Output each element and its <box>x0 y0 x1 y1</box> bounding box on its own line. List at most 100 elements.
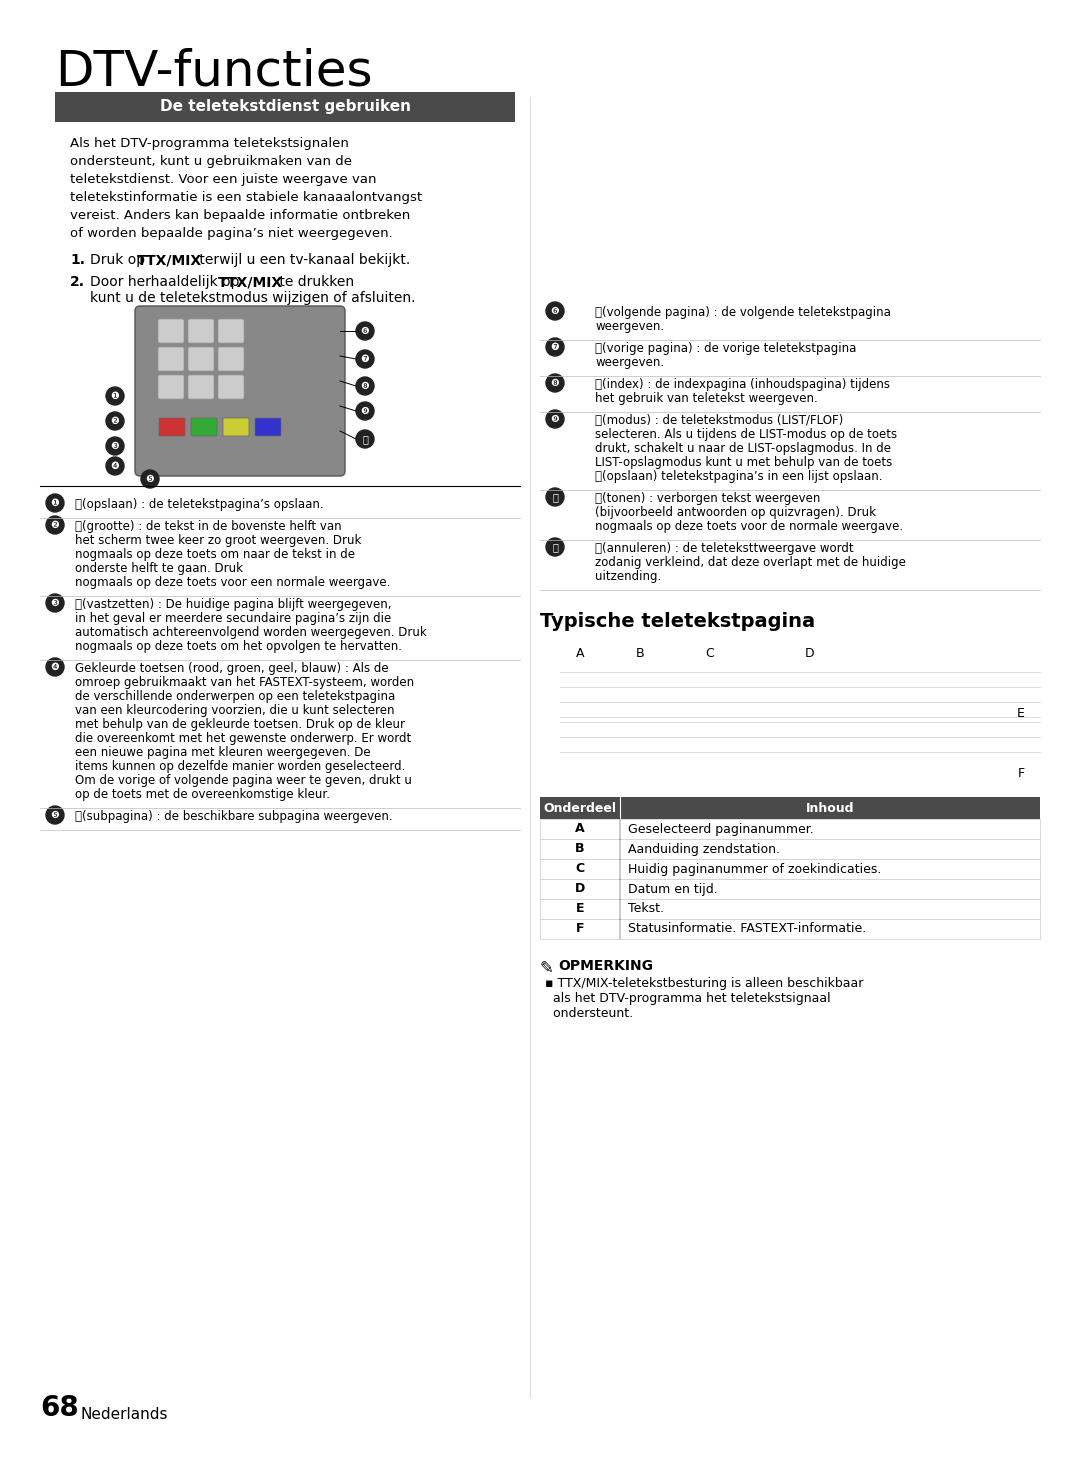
Circle shape <box>46 594 64 611</box>
Text: ❻: ❻ <box>361 326 369 335</box>
Text: ondersteunt.: ondersteunt. <box>545 1007 633 1021</box>
Text: weergeven.: weergeven. <box>595 321 664 332</box>
Text: De teletekstdienst gebruiken: De teletekstdienst gebruiken <box>160 99 410 115</box>
Text: ⓤ(grootte) : de tekst in de bovenste helft van: ⓤ(grootte) : de tekst in de bovenste hel… <box>75 520 341 533</box>
Circle shape <box>106 437 124 455</box>
Text: uitzending.: uitzending. <box>595 570 661 583</box>
Circle shape <box>106 387 124 405</box>
Text: ⶰ: ⶰ <box>552 492 558 502</box>
Text: nogmaals op deze toets om het opvolgen te hervatten.: nogmaals op deze toets om het opvolgen t… <box>75 640 402 653</box>
FancyBboxPatch shape <box>158 375 184 399</box>
Text: ❻: ❻ <box>551 306 559 316</box>
Circle shape <box>546 301 564 321</box>
Text: ❷: ❷ <box>110 417 120 425</box>
Text: ⶱ: ⶱ <box>552 542 558 552</box>
FancyBboxPatch shape <box>188 375 214 399</box>
Text: te drukken: te drukken <box>275 275 354 289</box>
Text: die overeenkomt met het gewenste onderwerp. Er wordt: die overeenkomt met het gewenste onderwe… <box>75 733 411 744</box>
Text: B: B <box>636 647 645 660</box>
Circle shape <box>356 430 374 448</box>
Circle shape <box>546 487 564 507</box>
Text: C: C <box>576 863 584 876</box>
Text: ❺: ❺ <box>51 809 59 820</box>
Circle shape <box>46 657 64 676</box>
FancyBboxPatch shape <box>158 319 184 343</box>
Text: ❸: ❸ <box>110 442 120 450</box>
Text: C: C <box>705 647 714 660</box>
Text: Tekst.: Tekst. <box>627 902 664 916</box>
FancyBboxPatch shape <box>540 879 1040 899</box>
Text: 68: 68 <box>40 1394 79 1422</box>
Text: ❼: ❼ <box>551 343 559 352</box>
Text: teletekstinformatie is een stabiele kanaaalontvangst: teletekstinformatie is een stabiele kana… <box>70 191 422 204</box>
FancyBboxPatch shape <box>55 92 515 123</box>
Text: TTX/MIX: TTX/MIX <box>218 275 283 289</box>
FancyBboxPatch shape <box>188 347 214 371</box>
Text: LIST-opslagmodus kunt u met behulp van de toets: LIST-opslagmodus kunt u met behulp van d… <box>595 456 892 470</box>
Text: ⓔ(opslaan) teletekstpagina’s in een lijst opslaan.: ⓔ(opslaan) teletekstpagina’s in een lijs… <box>595 470 882 483</box>
Text: F: F <box>1017 767 1025 780</box>
Text: ❹: ❹ <box>51 662 59 672</box>
Text: omroep gebruikmaakt van het FASTEXT-systeem, worden: omroep gebruikmaakt van het FASTEXT-syst… <box>75 676 414 688</box>
Circle shape <box>546 374 564 391</box>
Text: het gebruik van teletekst weergeven.: het gebruik van teletekst weergeven. <box>595 391 818 405</box>
Text: Druk op: Druk op <box>90 253 149 267</box>
Text: vereist. Anders kan bepaalde informatie ontbreken: vereist. Anders kan bepaalde informatie … <box>70 210 410 222</box>
Text: ⓤ(annuleren) : de teleteksttweergave wordt: ⓤ(annuleren) : de teleteksttweergave wor… <box>595 542 853 555</box>
Circle shape <box>46 493 64 513</box>
Text: weergeven.: weergeven. <box>595 356 664 369</box>
Text: E: E <box>576 902 584 916</box>
Text: ⓤ(index) : de indexpagina (inhoudspagina) tijdens: ⓤ(index) : de indexpagina (inhoudspagina… <box>595 378 890 391</box>
Text: selecteren. Als u tijdens de LIST-modus op de toets: selecteren. Als u tijdens de LIST-modus … <box>595 428 897 442</box>
Text: ⓤ(subpagina) : de beschikbare subpagina weergeven.: ⓤ(subpagina) : de beschikbare subpagina … <box>75 809 393 823</box>
Text: ⓤ(tonen) : verborgen tekst weergeven: ⓤ(tonen) : verborgen tekst weergeven <box>595 492 821 505</box>
Text: DTV-functies: DTV-functies <box>55 47 373 95</box>
FancyBboxPatch shape <box>158 347 184 371</box>
Text: 2.: 2. <box>70 275 85 289</box>
Text: Typische teletekstpagina: Typische teletekstpagina <box>540 611 815 631</box>
Text: ❺: ❺ <box>146 474 154 484</box>
Text: kunt u de teletekstmodus wijzigen of afsluiten.: kunt u de teletekstmodus wijzigen of afs… <box>90 291 416 304</box>
Text: A: A <box>576 647 584 660</box>
Text: drukt, schakelt u naar de LIST-opslagmodus. In de: drukt, schakelt u naar de LIST-opslagmod… <box>595 442 891 455</box>
Text: van een kleurcodering voorzien, die u kunt selecteren: van een kleurcodering voorzien, die u ku… <box>75 705 394 716</box>
Text: zodanig verkleind, dat deze overlapt met de huidige: zodanig verkleind, dat deze overlapt met… <box>595 555 906 569</box>
Text: ❶: ❶ <box>51 498 59 508</box>
Circle shape <box>106 456 124 476</box>
FancyBboxPatch shape <box>218 347 244 371</box>
Circle shape <box>141 470 159 487</box>
FancyBboxPatch shape <box>191 418 217 436</box>
Text: Huidig paginanummer of zoekindicaties.: Huidig paginanummer of zoekindicaties. <box>627 863 881 876</box>
FancyBboxPatch shape <box>540 919 1040 939</box>
FancyBboxPatch shape <box>540 820 1040 839</box>
FancyBboxPatch shape <box>540 860 1040 879</box>
Text: Onderdeel: Onderdeel <box>543 802 617 814</box>
Text: Door herhaaldelijk op: Door herhaaldelijk op <box>90 275 244 289</box>
Text: OPMERKING: OPMERKING <box>558 959 653 973</box>
Text: een nieuwe pagina met kleuren weergegeven. De: een nieuwe pagina met kleuren weergegeve… <box>75 746 370 759</box>
Text: ▪ TTX/MIX-teletekstbesturing is alleen beschikbaar: ▪ TTX/MIX-teletekstbesturing is alleen b… <box>545 976 863 990</box>
Text: ❷: ❷ <box>51 520 59 530</box>
FancyBboxPatch shape <box>540 839 1040 860</box>
Text: Gekleurde toetsen (rood, groen, geel, blauw) : Als de: Gekleurde toetsen (rood, groen, geel, bl… <box>75 662 389 675</box>
Text: of worden bepaalde pagina’s niet weergegeven.: of worden bepaalde pagina’s niet weergeg… <box>70 227 393 239</box>
Text: ⓤ(vorige pagina) : de vorige teletekstpagina: ⓤ(vorige pagina) : de vorige teletekstpa… <box>595 343 856 354</box>
Text: terwijl u een tv-kanaal bekijkt.: terwijl u een tv-kanaal bekijkt. <box>195 253 410 267</box>
Text: items kunnen op dezelfde manier worden geselecteerd.: items kunnen op dezelfde manier worden g… <box>75 761 405 772</box>
Text: nogmaals op deze toets voor een normale weergave.: nogmaals op deze toets voor een normale … <box>75 576 390 589</box>
Text: Geselecteerd paginanummer.: Geselecteerd paginanummer. <box>627 823 813 836</box>
Circle shape <box>546 538 564 555</box>
Text: automatisch achtereenvolgend worden weergegeven. Druk: automatisch achtereenvolgend worden weer… <box>75 626 427 640</box>
Text: ⓤ(opslaan) : de teletekstpagina’s opslaan.: ⓤ(opslaan) : de teletekstpagina’s opslaa… <box>75 498 324 511</box>
Text: als het DTV-programma het teletekstsignaal: als het DTV-programma het teletekstsigna… <box>545 993 831 1004</box>
Text: de verschillende onderwerpen op een teletekstpagina: de verschillende onderwerpen op een tele… <box>75 690 395 703</box>
FancyBboxPatch shape <box>159 418 185 436</box>
Circle shape <box>546 411 564 428</box>
Text: ❹: ❹ <box>110 461 120 471</box>
Text: Datum en tijd.: Datum en tijd. <box>627 882 718 895</box>
Text: nogmaals op deze toets voor de normale weergave.: nogmaals op deze toets voor de normale w… <box>595 520 903 533</box>
Circle shape <box>356 350 374 368</box>
Text: ⓤ(volgende pagina) : de volgende teletekstpagina: ⓤ(volgende pagina) : de volgende teletek… <box>595 306 891 319</box>
Text: ⓤ(vastzetten) : De huidige pagina blijft weergegeven,: ⓤ(vastzetten) : De huidige pagina blijft… <box>75 598 391 611</box>
FancyBboxPatch shape <box>222 418 249 436</box>
